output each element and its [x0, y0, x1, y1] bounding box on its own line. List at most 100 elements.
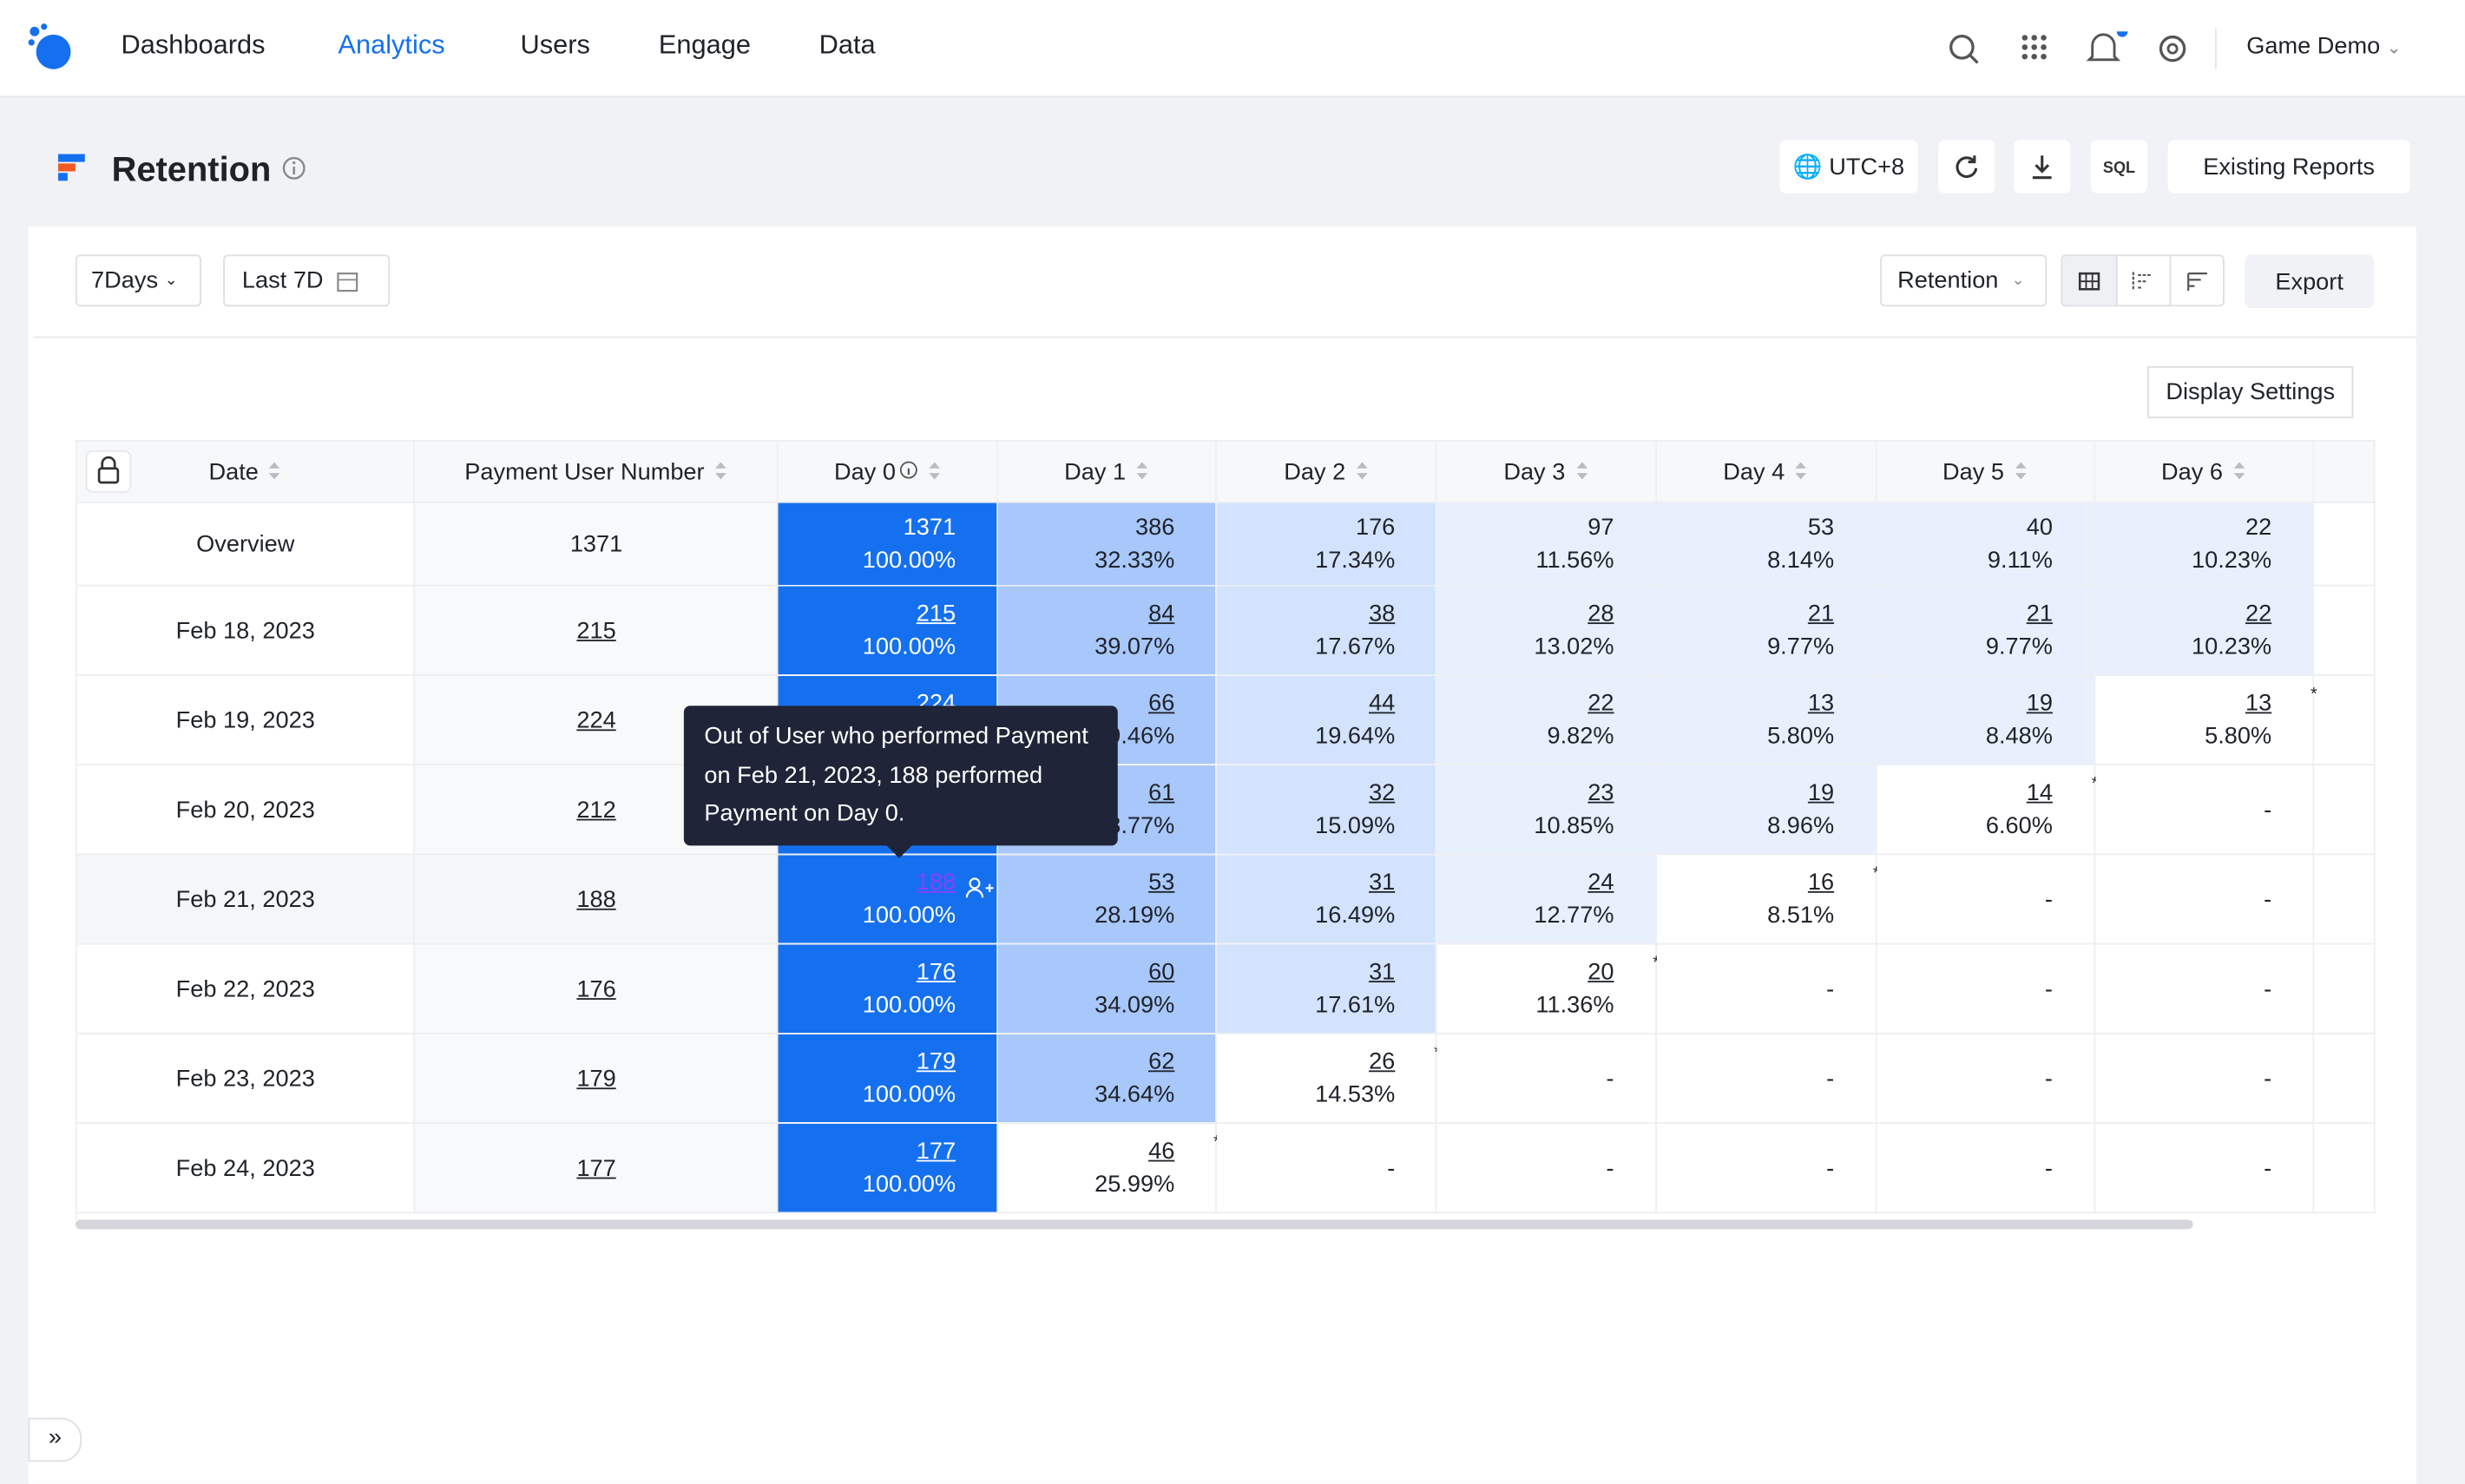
- retention-count[interactable]: 28: [1587, 600, 1614, 627]
- retention-count[interactable]: 22: [2245, 600, 2272, 627]
- nav-item[interactable]: Analytics: [338, 30, 445, 60]
- add-cohort-icon[interactable]: [965, 877, 994, 899]
- retention-count[interactable]: 38: [1369, 600, 1396, 627]
- retention-count[interactable]: 215: [916, 600, 956, 627]
- chart-view[interactable]: [2115, 256, 2170, 305]
- sort-icon[interactable]: [268, 460, 282, 481]
- sql-button[interactable]: SQL: [2090, 140, 2148, 194]
- retention-count[interactable]: 46: [1148, 1138, 1175, 1166]
- metric-select[interactable]: Retention ⌄: [1880, 254, 2048, 307]
- display-settings-button[interactable]: Display Settings: [2147, 366, 2354, 418]
- column-header[interactable]: Payment User Number: [414, 441, 779, 503]
- column-title[interactable]: Date: [208, 457, 259, 485]
- users-count[interactable]: 212: [576, 796, 616, 824]
- retention-count[interactable]: 179: [916, 1048, 956, 1075]
- column-header[interactable]: Day 2: [1216, 441, 1438, 503]
- retention-count[interactable]: 26: [1369, 1048, 1396, 1075]
- column-title[interactable]: Day 1: [1064, 457, 1127, 485]
- column-header[interactable]: Day 4: [1655, 441, 1877, 503]
- nav-item[interactable]: Dashboards: [121, 30, 266, 60]
- info-icon[interactable]: [281, 155, 306, 181]
- retention-count[interactable]: 44: [1369, 690, 1396, 717]
- column-header[interactable]: Day 6: [2094, 441, 2315, 503]
- sort-icon[interactable]: [1355, 460, 1369, 481]
- column-header[interactable]: Day 3: [1436, 441, 1657, 503]
- column-title[interactable]: Day 0: [833, 457, 896, 485]
- timezone-button[interactable]: 🌐 UTC+8: [1779, 140, 1918, 194]
- column-title[interactable]: Day 3: [1503, 457, 1566, 485]
- nav-item[interactable]: Engage: [658, 30, 752, 60]
- lock-icon[interactable]: [85, 450, 132, 494]
- project-switcher[interactable]: Game Demo ⌄: [2246, 33, 2402, 60]
- retention-count[interactable]: 177: [916, 1138, 956, 1166]
- column-title[interactable]: Day 4: [1723, 457, 1785, 485]
- retention-count[interactable]: 32: [1369, 779, 1396, 807]
- column-title[interactable]: Day 5: [1942, 457, 2004, 485]
- info-icon[interactable]: [899, 460, 918, 479]
- users-count[interactable]: 176: [576, 975, 616, 1002]
- users-count[interactable]: 224: [576, 706, 616, 733]
- curve-view[interactable]: [2169, 256, 2223, 305]
- retention-count[interactable]: 60: [1148, 958, 1175, 986]
- retention-count[interactable]: 13: [1807, 690, 1835, 717]
- retention-count[interactable]: 188: [916, 869, 956, 896]
- column-header[interactable]: Day 5: [1876, 441, 2095, 503]
- download-button[interactable]: [2014, 140, 2071, 194]
- interval[interactable]: 7Days: [91, 266, 159, 294]
- users-count[interactable]: 188: [576, 885, 616, 913]
- nav-item[interactable]: Data: [818, 30, 876, 60]
- sort-icon[interactable]: [1574, 460, 1588, 481]
- users-count[interactable]: 179: [576, 1065, 616, 1092]
- retention-count[interactable]: 84: [1148, 600, 1175, 627]
- retention-count[interactable]: 19: [2026, 690, 2053, 717]
- retention-count[interactable]: 61: [1148, 779, 1175, 807]
- column-title[interactable]: Day 2: [1284, 457, 1346, 485]
- column-header[interactable]: Day 0: [778, 441, 998, 503]
- sort-icon[interactable]: [927, 460, 941, 481]
- retention-count[interactable]: 62: [1148, 1048, 1175, 1075]
- project-name[interactable]: Game Demo: [2246, 33, 2381, 60]
- retention-count[interactable]: 31: [1369, 869, 1396, 896]
- range-picker[interactable]: Last 7D: [223, 254, 391, 307]
- existing-reports-button[interactable]: Existing Reports: [2167, 140, 2410, 194]
- expand-button[interactable]: »: [28, 1417, 82, 1462]
- sort-icon[interactable]: [1135, 460, 1149, 481]
- users-count[interactable]: 177: [576, 1154, 616, 1182]
- sort-icon[interactable]: [2014, 460, 2028, 481]
- sort-icon[interactable]: [713, 460, 727, 481]
- retention-count[interactable]: 14: [2026, 779, 2053, 807]
- retention-count[interactable]: 22: [1587, 690, 1614, 717]
- interval-select[interactable]: 7Days ⌄: [75, 254, 201, 307]
- export-button[interactable]: Export: [2245, 254, 2374, 308]
- refresh-button[interactable]: [1938, 140, 1995, 194]
- retention-count[interactable]: 176: [916, 958, 956, 986]
- nav-item[interactable]: Users: [520, 30, 590, 60]
- table-view[interactable]: [2062, 256, 2116, 305]
- retention-count[interactable]: 21: [1807, 600, 1835, 627]
- column-header[interactable]: Date: [76, 441, 416, 503]
- retention-count[interactable]: 53: [1148, 869, 1175, 896]
- retention-rate: 10.85%: [1534, 812, 1614, 840]
- range[interactable]: Last 7D: [241, 266, 324, 294]
- retention-count[interactable]: 66: [1148, 690, 1175, 717]
- retention-count: -: [2044, 1154, 2053, 1182]
- retention-count[interactable]: 24: [1587, 869, 1614, 896]
- column-header[interactable]: Day 1: [997, 441, 1218, 503]
- retention-count[interactable]: 31: [1369, 958, 1396, 986]
- sort-icon[interactable]: [2232, 460, 2246, 481]
- users-count[interactable]: 215: [576, 616, 616, 644]
- column-title[interactable]: Day 6: [2160, 457, 2223, 485]
- scrollbar[interactable]: [75, 1219, 2193, 1230]
- retention-count[interactable]: 19: [1807, 779, 1835, 807]
- sort-icon[interactable]: [1794, 460, 1808, 481]
- retention-count[interactable]: 16: [1807, 869, 1835, 896]
- retention-count[interactable]: 23: [1587, 779, 1614, 807]
- retention-count[interactable]: 21: [2026, 600, 2053, 627]
- retention-count[interactable]: 13: [2245, 690, 2272, 717]
- column-title[interactable]: Payment User Number: [464, 457, 705, 485]
- count-line: -: [1437, 1152, 1614, 1185]
- view-switch[interactable]: [2061, 254, 2225, 307]
- timezone[interactable]: UTC+8: [1829, 153, 1905, 181]
- retention-count[interactable]: 20: [1587, 958, 1614, 986]
- metric[interactable]: Retention: [1897, 266, 1999, 294]
